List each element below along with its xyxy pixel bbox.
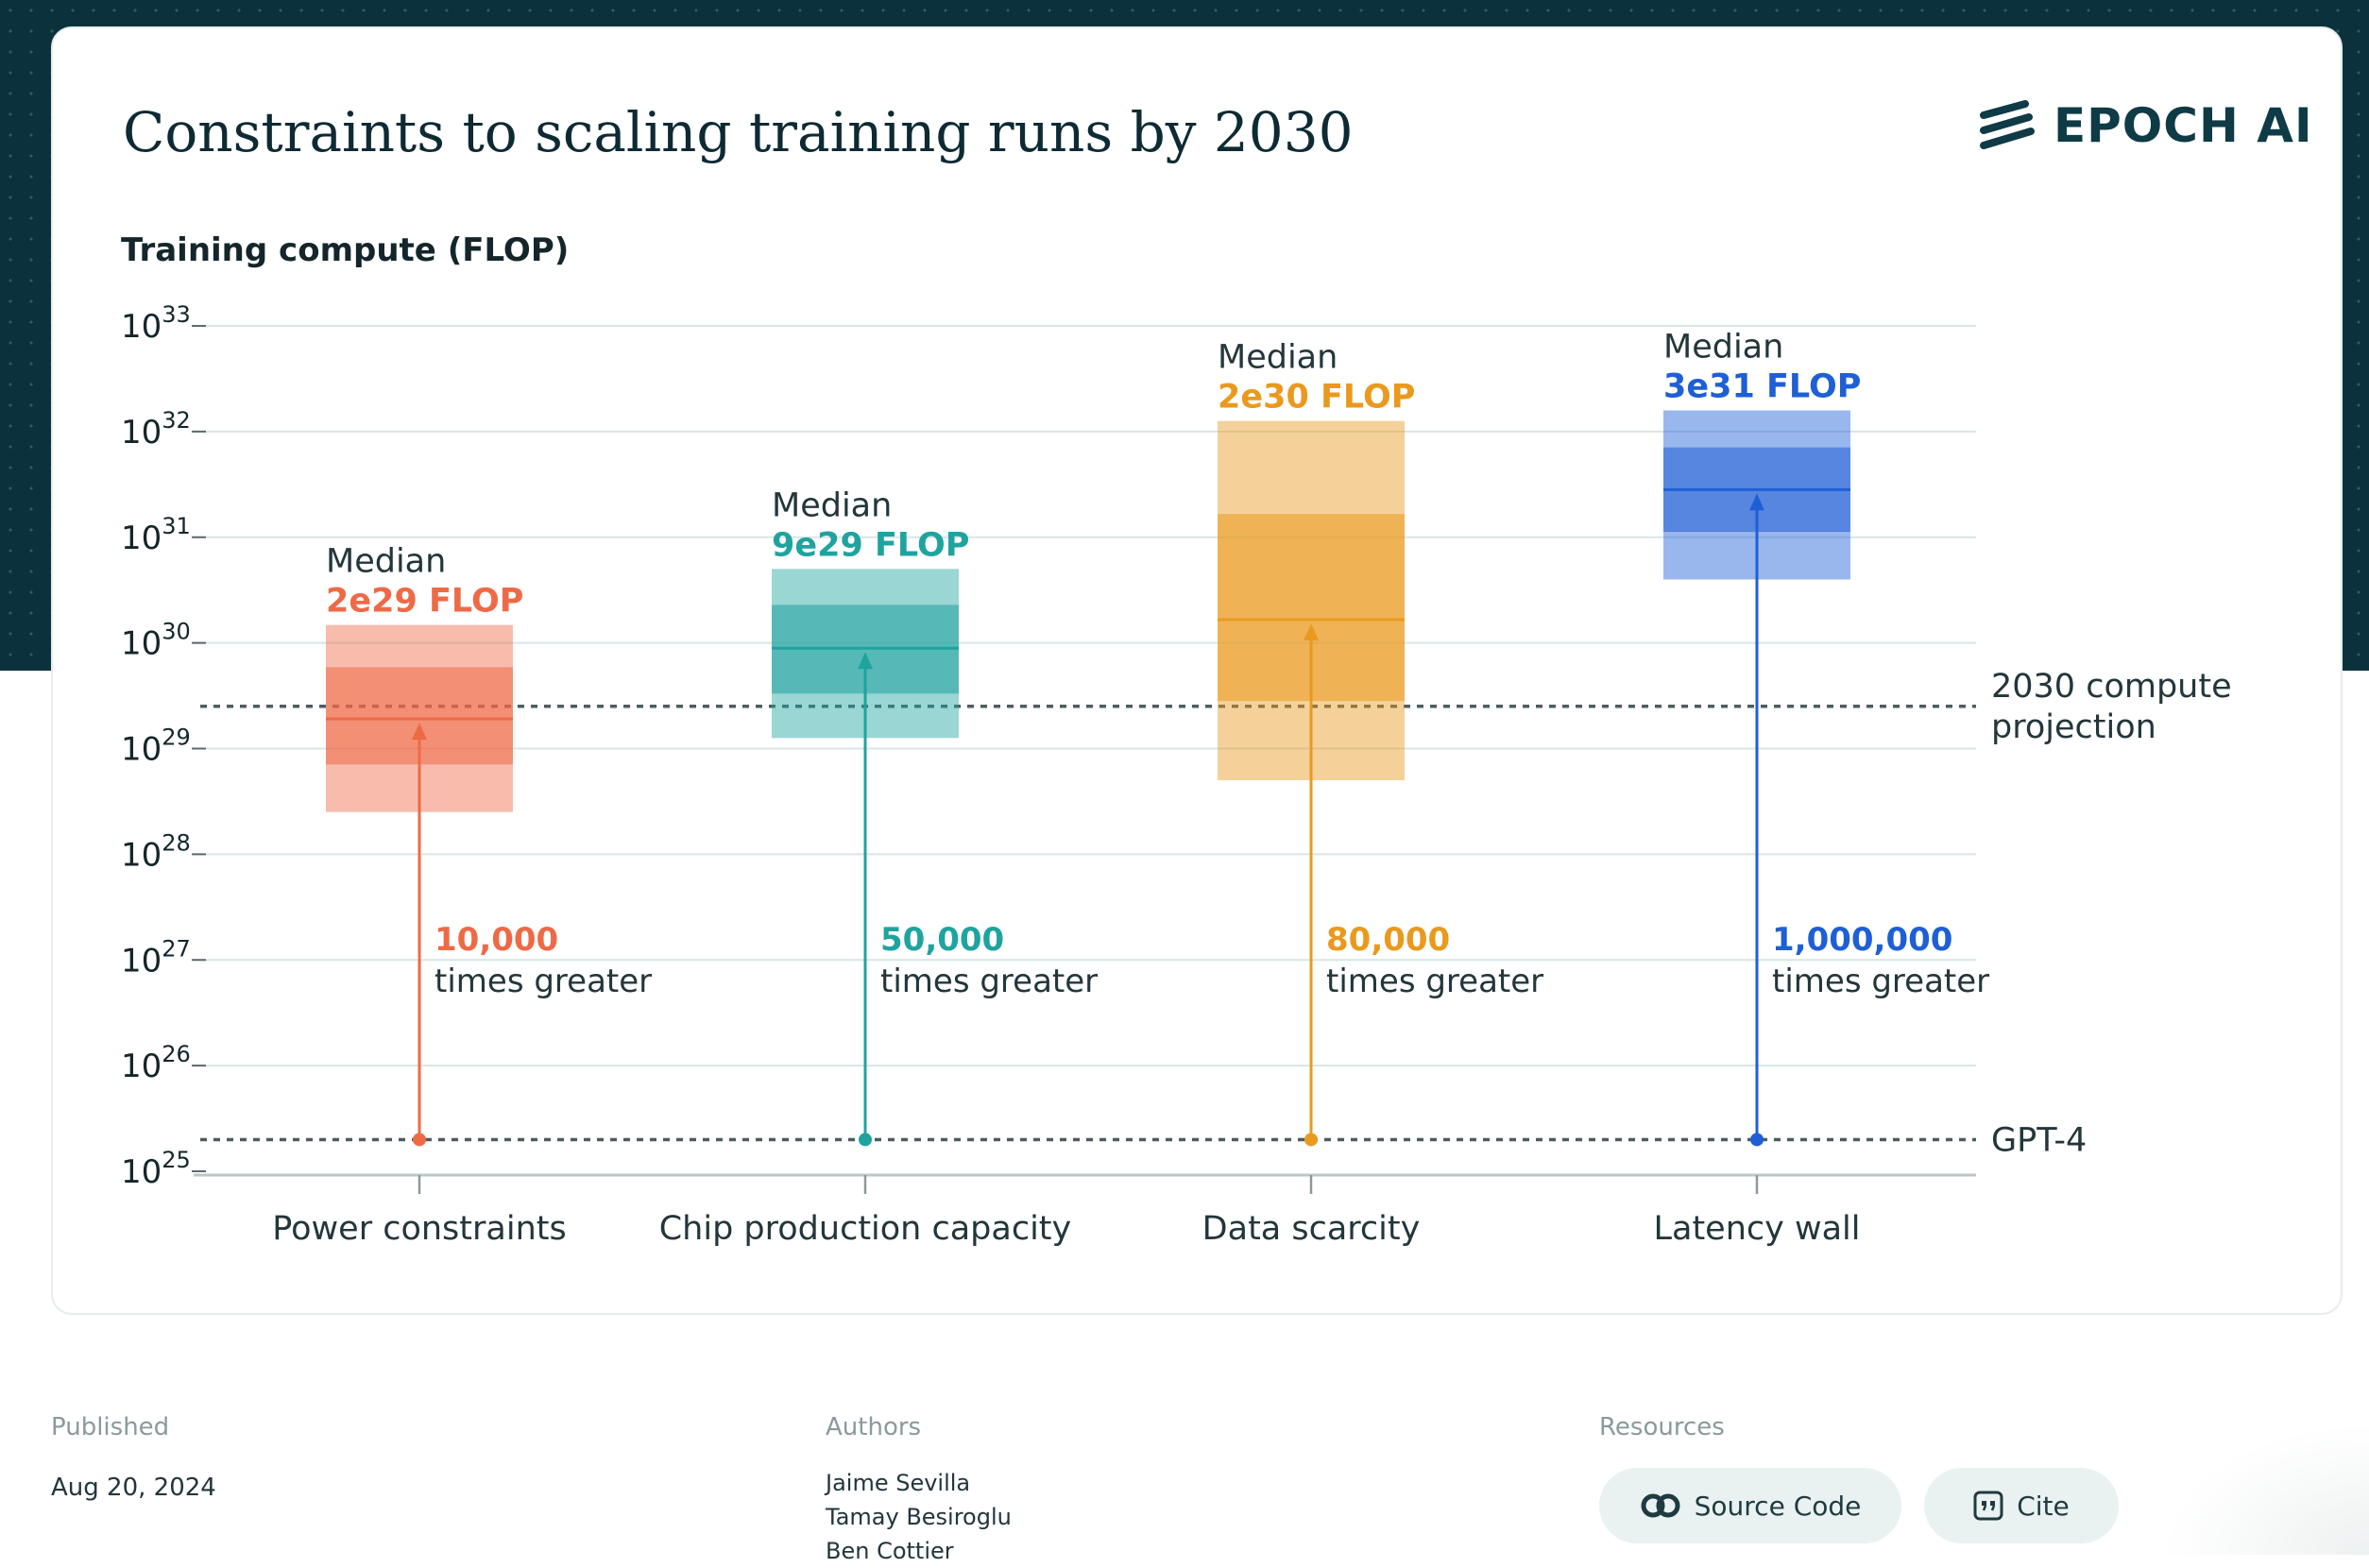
reference-line-label: projection bbox=[1991, 708, 2156, 746]
author-name[interactable]: Ben Cottier bbox=[826, 1538, 954, 1564]
y-tick-label: 1030 bbox=[121, 619, 191, 663]
creative-commons-icon bbox=[1641, 1493, 1680, 1518]
multiplier-value: 50,000 bbox=[880, 921, 1004, 959]
published-date: Aug 20, 2024 bbox=[51, 1474, 216, 1502]
category-label: Power constraints bbox=[272, 1210, 566, 1248]
corner-decoration bbox=[2161, 1423, 2369, 1555]
epoch-logo[interactable]: EPOCH AI bbox=[1978, 98, 2313, 153]
baseline-dot bbox=[1750, 1133, 1764, 1147]
authors-list: Jaime Sevilla Tamay Besiroglu Ben Cottie… bbox=[826, 1466, 1012, 1568]
reference-line-label: 2030 compute bbox=[1991, 668, 2232, 706]
chart-title: Constraints to scaling training runs by … bbox=[123, 100, 1354, 164]
author-name[interactable]: Tamay Besiroglu bbox=[826, 1504, 1012, 1530]
cite-label: Cite bbox=[2017, 1490, 2070, 1522]
growth-arrowhead bbox=[858, 652, 873, 670]
multiplier-value: 80,000 bbox=[1326, 921, 1450, 959]
median-value-label: 2e29 FLOP bbox=[326, 583, 523, 621]
baseline-dot bbox=[413, 1133, 426, 1147]
multiplier-value: 10,000 bbox=[435, 921, 558, 959]
median-caption: Median bbox=[1663, 329, 1783, 366]
growth-arrowhead bbox=[1749, 493, 1764, 511]
multiplier-caption: times greater bbox=[1772, 963, 1989, 1000]
source-code-label: Source Code bbox=[1694, 1490, 1862, 1522]
growth-arrowhead bbox=[1304, 623, 1319, 641]
epoch-logo-icon bbox=[1980, 100, 2035, 149]
median-caption: Median bbox=[1218, 339, 1338, 377]
median-value-label: 2e30 FLOP bbox=[1218, 379, 1415, 417]
y-tick-label: 1029 bbox=[121, 724, 191, 769]
median-value-label: 3e31 FLOP bbox=[1663, 368, 1861, 406]
cite-button[interactable]: Cite bbox=[1924, 1468, 2119, 1543]
source-code-button[interactable]: Source Code bbox=[1599, 1468, 1901, 1543]
y-tick-label: 1027 bbox=[121, 935, 191, 980]
baseline-dot bbox=[1304, 1133, 1318, 1147]
y-tick-label: 1033 bbox=[121, 301, 191, 346]
y-tick-label: 1026 bbox=[121, 1041, 191, 1085]
quote-icon bbox=[1973, 1491, 2003, 1521]
y-tick-label: 1032 bbox=[121, 407, 191, 452]
y-tick-label: 1025 bbox=[121, 1147, 191, 1191]
reference-line-label: GPT-4 bbox=[1991, 1121, 2087, 1159]
multiplier-value: 1,000,000 bbox=[1772, 921, 1952, 959]
median-value-label: 9e29 FLOP bbox=[772, 526, 969, 564]
category-label: Chip production capacity bbox=[659, 1210, 1072, 1248]
y-tick-label: 1031 bbox=[121, 513, 191, 557]
authors-label: Authors bbox=[826, 1413, 922, 1441]
y-tick-label: 1028 bbox=[121, 829, 191, 874]
published-label: Published bbox=[51, 1413, 170, 1441]
resources-label: Resources bbox=[1599, 1413, 1725, 1441]
author-name[interactable]: Jaime Sevilla bbox=[826, 1470, 971, 1496]
growth-arrowhead bbox=[412, 723, 427, 741]
median-caption: Median bbox=[326, 543, 446, 581]
baseline-dot bbox=[859, 1133, 872, 1147]
epoch-logo-text: EPOCH AI bbox=[2054, 98, 2313, 153]
category-label: Data scarcity bbox=[1202, 1210, 1421, 1248]
multiplier-caption: times greater bbox=[1326, 963, 1543, 1000]
median-caption: Median bbox=[772, 486, 892, 524]
category-label: Latency wall bbox=[1654, 1210, 1861, 1248]
chart-plot: Training compute (FLOP) 1025 1026 1027 1028 1… bbox=[121, 231, 2232, 1248]
y-axis-title: Training compute (FLOP) bbox=[121, 231, 569, 269]
multiplier-caption: times greater bbox=[880, 963, 1098, 1000]
multiplier-caption: times greater bbox=[435, 963, 652, 1000]
